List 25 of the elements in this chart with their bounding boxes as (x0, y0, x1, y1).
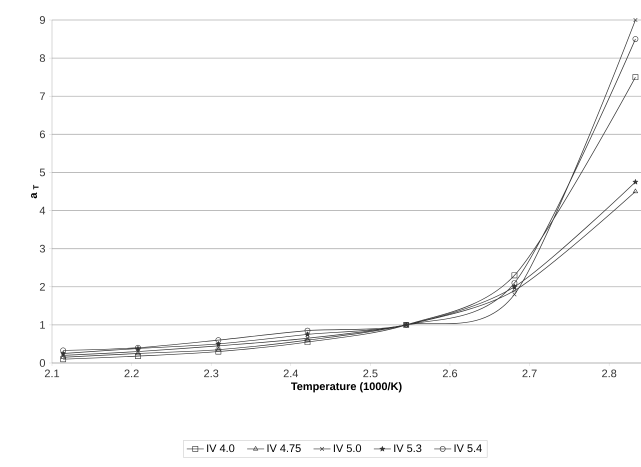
x-tick-label: 2.8 (602, 370, 616, 378)
x-tick-label: 2.3 (204, 370, 218, 378)
y-tick-label: 4 (40, 206, 46, 214)
y-tick-label: 1 (40, 321, 45, 329)
legend-label: IV 5.3 (394, 444, 422, 452)
y-tick-label: 7 (40, 92, 45, 100)
x-tick-label: 2.1 (44, 370, 60, 378)
y-tick-label: 5 (40, 168, 46, 176)
legend-label: IV 4.75 (267, 444, 301, 452)
y-tick-label: 0 (40, 359, 46, 367)
x-tick-label: 2.2 (124, 370, 139, 378)
x-tick-label: 2.7 (522, 370, 537, 378)
legend-label: IV 5.4 (454, 444, 482, 452)
x-tick-label: 2.4 (284, 370, 298, 378)
y-tick-label: 2 (40, 282, 45, 291)
y-tick-label: 6 (40, 130, 45, 138)
x-tick-label: 2.6 (442, 370, 458, 378)
y-tick-label: 3 (40, 244, 45, 253)
x-tick-label: 2.5 (363, 370, 378, 378)
y-tick-label: 9 (40, 16, 45, 24)
x-axis-title: Temperature (1000/K) (291, 382, 402, 392)
y-axis-title: a $_{T}$ (31, 184, 39, 198)
legend-label: IV 5.0 (334, 444, 362, 452)
y-tick-label: 8 (40, 54, 45, 62)
legend-label: IV 4.0 (207, 444, 234, 452)
